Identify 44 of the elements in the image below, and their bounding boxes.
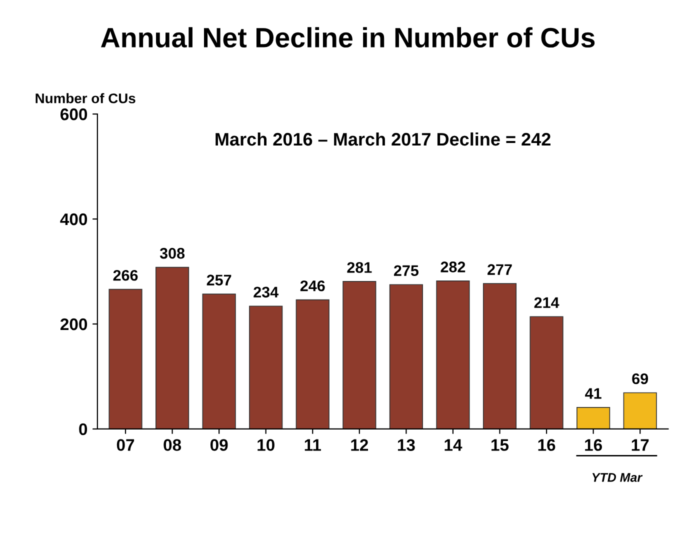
bar bbox=[342, 281, 376, 429]
data-label: 69 bbox=[632, 373, 648, 384]
bar bbox=[108, 288, 142, 429]
x-tick-label: 09 bbox=[210, 439, 228, 451]
x-tick-label: 08 bbox=[164, 439, 182, 451]
x-tick-label: 15 bbox=[492, 439, 509, 451]
y-tick-label: 400 bbox=[60, 213, 88, 226]
x-tick-label: 16 bbox=[538, 439, 556, 451]
bar bbox=[530, 316, 564, 429]
bar bbox=[155, 266, 190, 429]
data-label: 234 bbox=[254, 286, 279, 298]
bar bbox=[389, 284, 423, 429]
bar bbox=[436, 280, 470, 429]
x-tick-label: 17 bbox=[632, 439, 649, 451]
bar bbox=[202, 294, 236, 429]
text: YTD Mar bbox=[592, 473, 643, 482]
data-label: 257 bbox=[206, 274, 232, 286]
data-label: 308 bbox=[160, 248, 185, 259]
data-label: 281 bbox=[347, 262, 372, 273]
data-label: 275 bbox=[394, 265, 419, 276]
data-label: 277 bbox=[488, 264, 512, 275]
x-tick-label: 16 bbox=[585, 439, 602, 451]
y-tick-label: 600 bbox=[60, 108, 88, 120]
y-axis-title: Number of CUs bbox=[36, 93, 136, 104]
bar bbox=[576, 407, 610, 429]
x-tick-label: 11 bbox=[304, 439, 321, 451]
data-label: 41 bbox=[585, 388, 602, 399]
bar bbox=[296, 299, 330, 429]
y-tick-label: 0 bbox=[79, 423, 88, 436]
bar bbox=[623, 392, 657, 429]
x-tick-label: 12 bbox=[351, 439, 368, 451]
data-label: 282 bbox=[440, 262, 466, 272]
x-tick-label: 10 bbox=[258, 439, 274, 451]
bar bbox=[249, 306, 283, 429]
y-tick-label: 200 bbox=[60, 318, 88, 330]
x-tick-label: 14 bbox=[444, 439, 462, 451]
annotation: March 2016 – March 2017 Decline = 242 bbox=[216, 132, 550, 146]
chart-title: Annual Net Decline in Number of CUs bbox=[100, 27, 595, 48]
data-label: 214 bbox=[534, 297, 560, 308]
x-tick-label: 13 bbox=[398, 439, 415, 451]
data-label: 266 bbox=[113, 270, 138, 281]
data-label: 246 bbox=[300, 280, 325, 292]
x-tick-label: 07 bbox=[116, 439, 134, 451]
bar bbox=[482, 283, 517, 429]
